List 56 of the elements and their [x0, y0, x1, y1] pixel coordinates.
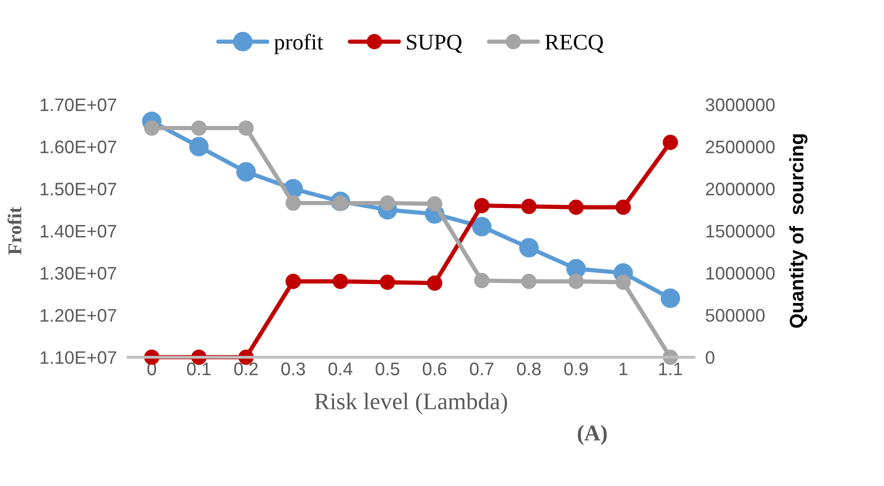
x-axis-title: Risk level (Lambda) — [314, 392, 508, 414]
point — [144, 120, 160, 136]
x-tick-label: 0.6 — [422, 362, 446, 376]
point — [616, 200, 631, 215]
y2-tick-label: 2500000 — [706, 140, 775, 154]
legend-label: profit — [274, 34, 324, 54]
point — [236, 162, 256, 182]
point — [568, 200, 584, 215]
y2-tick-label: 1000000 — [706, 266, 775, 280]
point — [380, 274, 396, 290]
y2-tick-label: 3000000 — [706, 98, 775, 112]
text: (A) — [578, 424, 607, 446]
x-tick-label: 0.9 — [564, 362, 588, 376]
x-tick-label: 0.5 — [376, 362, 400, 376]
y2-tick-label: 2000000 — [706, 182, 775, 196]
point — [616, 274, 631, 290]
point — [662, 134, 678, 150]
legend-label: RECQ — [545, 34, 604, 54]
x-tick-label: 1.1 — [659, 362, 682, 376]
point — [380, 195, 396, 211]
x-tick-label: 0.8 — [517, 362, 541, 376]
y-tick-label: 1.10E+07 — [40, 351, 116, 364]
point — [521, 198, 537, 214]
point — [286, 195, 301, 211]
x-tick-label: 1 — [620, 362, 628, 376]
x-tick-label: 0.7 — [470, 362, 494, 376]
point — [286, 274, 301, 290]
point — [191, 120, 207, 136]
point — [426, 196, 442, 212]
y-tick-label: 1.20E+07 — [40, 309, 116, 322]
y2-axis-title: Quantity of sourcing — [789, 134, 808, 328]
point — [474, 198, 490, 214]
y-tick-label: 1.30E+07 — [40, 266, 116, 280]
point — [521, 274, 537, 290]
y-tick-label: 1.40E+07 — [40, 224, 116, 238]
point — [568, 274, 584, 290]
y-tick-label: 1.50E+07 — [40, 182, 116, 196]
point — [660, 288, 680, 308]
point — [426, 275, 442, 291]
x-tick-label: 0.3 — [281, 362, 305, 376]
y-axis-title: Frofit — [8, 206, 22, 255]
point — [474, 272, 490, 288]
point — [189, 136, 209, 156]
x-tick-label: 0.1 — [187, 362, 211, 376]
y2-tick-label: 0 — [706, 351, 714, 364]
point — [332, 274, 348, 290]
legend-label: SUPQ — [406, 34, 462, 54]
x-tick-label: 0.4 — [328, 362, 352, 376]
y-tick-label: 1.70E+07 — [40, 98, 116, 112]
x-tick-label: 0.2 — [234, 362, 258, 376]
y2-tick-label: 1500000 — [706, 224, 775, 238]
y-tick-label: 1.60E+07 — [40, 140, 116, 154]
point — [519, 238, 539, 258]
point — [472, 216, 492, 236]
y2-tick-label: 500000 — [706, 309, 765, 322]
point — [238, 120, 254, 136]
